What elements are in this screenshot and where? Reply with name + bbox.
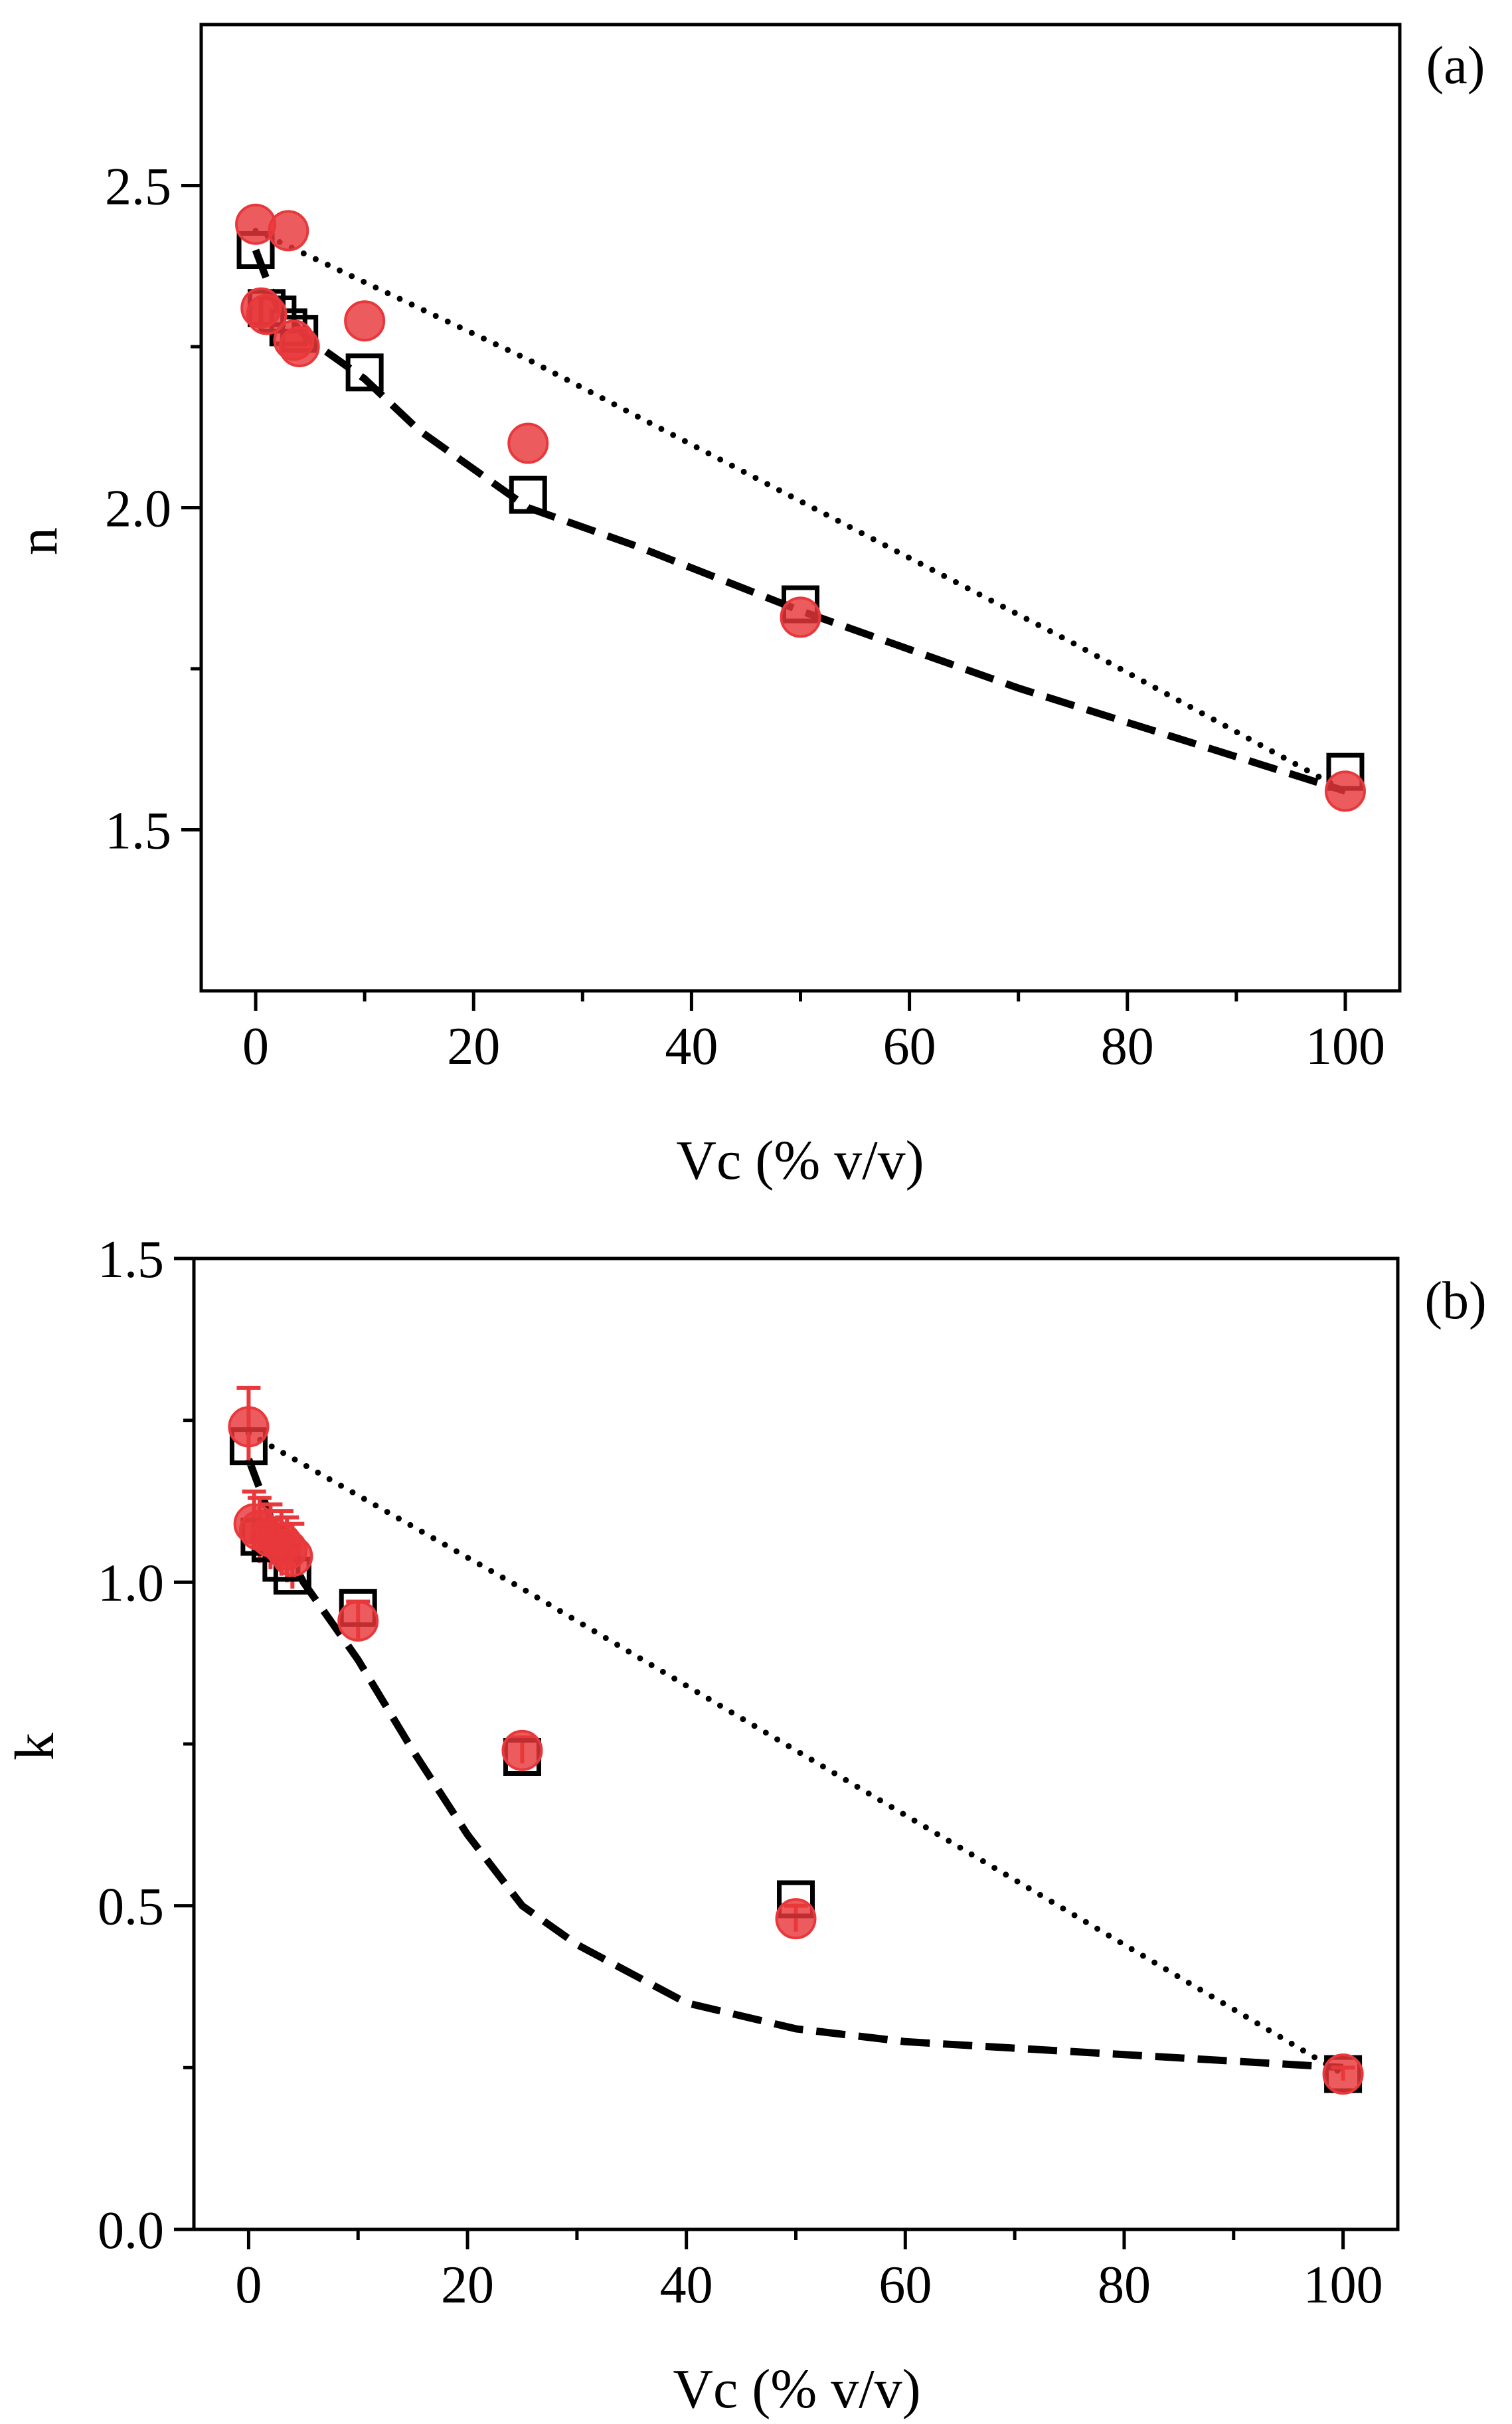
circle-marker [775,1898,817,1940]
circle-marker [1322,2053,1364,2095]
dotted-fit-line [245,1430,1347,2077]
x-tick-label: 40 [660,2256,713,2314]
circle-marker [246,294,288,335]
plot-area-frame [199,23,1402,993]
tick-labels: 0 20 40 60 80 100 1.5 2.0 2.5 [105,158,1385,1077]
fit-lines [252,227,1349,795]
plot-area-frame [192,1256,1400,2231]
y-tick-label: 1.5 [105,802,171,861]
data-markers [228,1406,1364,2095]
dotted-fit-line [252,227,1349,794]
circle-marker [228,1406,270,1448]
x-tick-label: 100 [1305,1017,1385,1076]
y-tick-label: 2.0 [105,480,171,539]
panel-label: (a) [1426,37,1485,95]
y-tick-label: 0.0 [98,2202,164,2260]
axis-ticks [181,184,1347,1011]
square-marker [345,353,384,392]
panel-label: (b) [1424,1272,1486,1330]
y-axis-label: k [4,1733,66,1761]
y-tick-label: 1.5 [98,1231,164,1289]
x-tick-label: 40 [665,1017,718,1076]
y-tick-label: 0.5 [98,1878,164,1937]
circle-marker [1324,770,1366,812]
x-tick-label: 60 [883,1017,936,1076]
dashed-fit-line [252,248,1347,795]
circle-marker [501,1729,543,1771]
y-tick-label: 1.0 [98,1554,164,1612]
circle-marker [344,300,386,342]
x-tick-label: 60 [879,2256,932,2314]
axis-ticks [174,1256,1345,2249]
x-axis-label: Vc (% v/v) [673,2358,920,2420]
x-tick-label: 0 [235,2256,262,2314]
x-tick-label: 20 [447,1017,500,1076]
dashed-fit-line [245,1458,1343,2071]
circle-marker [278,326,320,367]
panel-a: 0 20 40 60 80 100 1.5 2.0 2.5 (a) Vc (% v/v) n [7,23,1485,1191]
circle-marker [507,422,549,464]
square-marker [509,476,547,514]
circle-marker [337,1600,379,1642]
circle-marker [780,596,821,638]
circle-marker [268,210,309,252]
x-axis-label: Vc (% v/v) [676,1130,924,1191]
x-tick-label: 0 [242,1017,269,1076]
tick-labels: 0 20 40 60 80 100 0.0 0.5 1.0 1.5 [98,1231,1383,2314]
x-tick-label: 100 [1303,2256,1383,2314]
data-markers [235,203,1366,812]
circle-marker [272,1535,313,1577]
y-tick-label: 2.5 [105,158,171,216]
x-tick-label: 80 [1098,2256,1151,2314]
x-tick-label: 80 [1101,1017,1154,1076]
fit-lines [245,1430,1347,2077]
x-tick-label: 20 [441,2256,494,2314]
y-axis-label: n [7,527,69,555]
